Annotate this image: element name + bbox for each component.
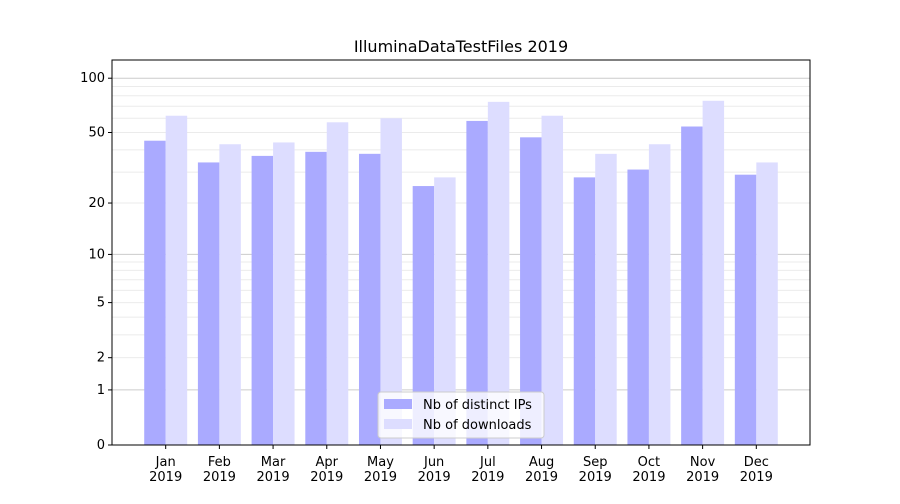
x-tick-label: 2019 bbox=[364, 470, 397, 485]
x-tick-label: Nov bbox=[690, 455, 716, 470]
x-tick-label: May bbox=[367, 455, 394, 470]
x-tick-label: 2019 bbox=[310, 470, 343, 485]
bar-downloads bbox=[326, 122, 349, 445]
y-tick-label: 20 bbox=[88, 196, 105, 211]
y-tick-label: 10 bbox=[88, 247, 105, 262]
bar-downloads bbox=[380, 118, 402, 445]
x-tick-label: Apr bbox=[316, 455, 339, 470]
x-tick-label: 2019 bbox=[471, 470, 504, 485]
y-tick-label: 50 bbox=[88, 126, 105, 141]
bar-ips bbox=[144, 140, 166, 445]
legend-label: Nb of distinct IPs bbox=[423, 398, 532, 413]
legend-swatch bbox=[384, 399, 412, 409]
x-tick-label: Jul bbox=[479, 455, 496, 470]
x-tick-label: 2019 bbox=[149, 470, 182, 485]
y-tick-label: 1 bbox=[97, 383, 105, 398]
y-tick-label: 5 bbox=[97, 296, 105, 311]
bar-ips bbox=[197, 162, 220, 445]
x-tick-label: Feb bbox=[208, 455, 231, 470]
x-tick-label: Sep bbox=[583, 455, 608, 470]
plot-frame bbox=[111, 59, 811, 446]
y-tick-label: 100 bbox=[80, 71, 105, 86]
x-tick-label: 2019 bbox=[686, 470, 719, 485]
x-tick-label: Oct bbox=[638, 455, 660, 470]
bar-ips bbox=[412, 186, 435, 445]
bar-ips bbox=[251, 155, 274, 445]
bar-ips bbox=[627, 169, 649, 445]
legend-label: Nb of downloads bbox=[423, 418, 532, 433]
x-tick-label: 2019 bbox=[740, 470, 773, 485]
bar-downloads bbox=[702, 100, 725, 445]
x-tick-label: Aug bbox=[529, 455, 554, 470]
bar-downloads bbox=[219, 144, 241, 445]
x-tick-label: 2019 bbox=[203, 470, 236, 485]
bar-ips bbox=[358, 153, 381, 445]
x-tick-label: 2019 bbox=[418, 470, 451, 485]
x-tick-label: 2019 bbox=[632, 470, 665, 485]
x-tick-label: Jan bbox=[155, 455, 176, 470]
bar-downloads bbox=[541, 115, 564, 445]
bar-ips bbox=[681, 126, 703, 446]
chart-title: IlluminaDataTestFiles 2019 bbox=[354, 37, 568, 56]
x-tick-label: Jun bbox=[423, 455, 444, 470]
y-tick-label: 0 bbox=[97, 438, 105, 453]
x-tick-label: Mar bbox=[261, 455, 286, 470]
bar-downloads bbox=[487, 101, 510, 446]
bar-ips bbox=[573, 177, 596, 445]
x-tick-label: 2019 bbox=[525, 470, 558, 485]
bar-downloads bbox=[648, 144, 671, 445]
legend-swatch bbox=[384, 419, 412, 429]
legend-box bbox=[377, 391, 545, 439]
x-tick-label: 2019 bbox=[257, 470, 290, 485]
legend: Nb of distinct IPs Nb of downloads bbox=[377, 391, 545, 439]
bar-downloads bbox=[595, 153, 617, 445]
bar-ips bbox=[466, 120, 488, 445]
x-tick-label: 2019 bbox=[579, 470, 612, 485]
x-tick-label: Dec bbox=[744, 455, 769, 470]
bar-downloads bbox=[434, 177, 456, 445]
bar-downloads bbox=[165, 115, 188, 445]
bar-downloads bbox=[756, 162, 778, 445]
bar-ips bbox=[520, 137, 542, 446]
y-tick-label: 2 bbox=[97, 351, 105, 366]
bar-ips bbox=[734, 174, 757, 445]
bar-downloads bbox=[273, 142, 295, 445]
bar-ips bbox=[305, 151, 327, 445]
